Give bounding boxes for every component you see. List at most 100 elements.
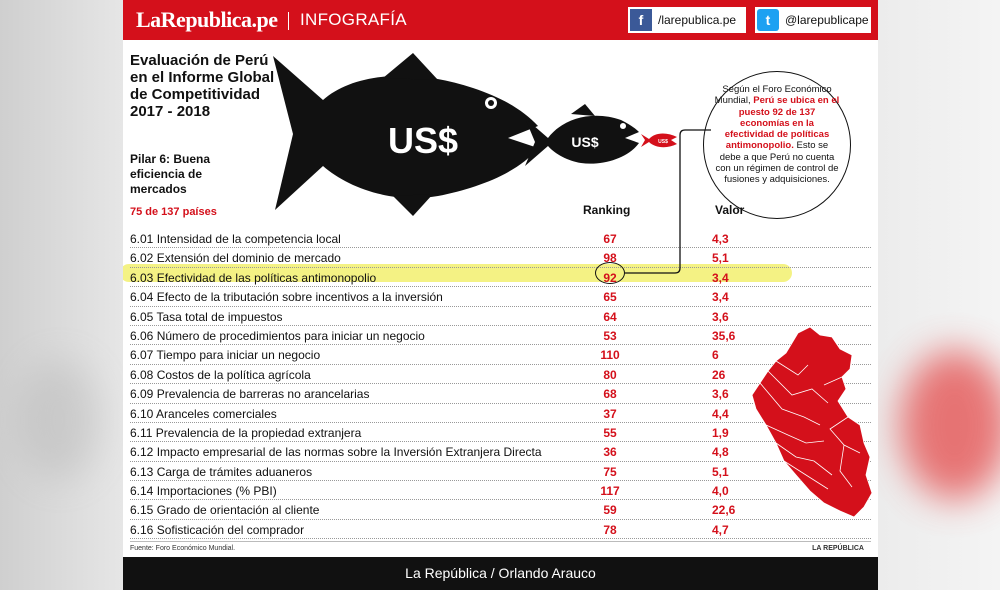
leader-line <box>625 129 711 274</box>
table-row: 6.09 Prevalencia de barreras no arancela… <box>130 384 871 404</box>
callout-highlight: Perú se ubica en el puesto 92 de 137 eco… <box>724 95 840 152</box>
indicator-table: 6.01 Intensidad de la competencia local 6… <box>130 229 871 540</box>
big-fish: US$ <box>273 53 538 216</box>
indicator-label: 6.16 Sofisticación del comprador <box>130 522 305 537</box>
twitter-icon: t <box>757 9 779 31</box>
ranking-value: 78 <box>603 522 617 537</box>
table-row: 6.03 Efectividad de las políticas antimo… <box>130 268 871 288</box>
table-row: 6.15 Grado de orientación al cliente 59 22… <box>130 500 871 520</box>
table-row: 6.06 Número de procedimientos para inici… <box>130 326 871 346</box>
table-row: 6.10 Aranceles comerciales 37 4,4 <box>130 404 871 423</box>
valor-value: 3,4 <box>712 270 729 285</box>
ranking-value: 117 <box>600 484 620 499</box>
ranking-value: 98 <box>603 251 617 266</box>
twitter-handle: @larepublicape <box>785 13 869 27</box>
table-row: 6.01 Intensidad de la competencia local 6… <box>130 229 871 249</box>
table-row: 6.12 Impacto empresarial de las normas s… <box>130 442 871 462</box>
indicator-label: 6.15 Grado de orientación al cliente <box>130 503 320 518</box>
indicator-label: 6.08 Costos de la política agrícola <box>130 367 311 382</box>
ranking-circle <box>595 262 625 284</box>
ranking-value: 65 <box>603 290 617 305</box>
valor-value: 26 <box>712 367 726 382</box>
table-row: 6.02 Extensión del dominio de mercado 98 5… <box>130 248 871 268</box>
valor-value: 4,3 <box>712 232 729 246</box>
ranking-value: 36 <box>603 445 617 460</box>
callout-text: Según el Foro Económico Mundial, <box>714 84 832 107</box>
table-row: 6.05 Tasa total de impuestos 64 3,6 <box>130 307 871 326</box>
infographic-card: LaRepublica.pe INFOGRAFÍA f /larepublica… <box>123 0 878 590</box>
medium-fish-label: US$ <box>571 134 598 150</box>
indicator-label: 6.14 Importaciones (% PBI) <box>130 484 277 499</box>
valor-value: 5,1 <box>712 464 729 479</box>
indicator-label: 6.02 Extensión del dominio de mercado <box>130 251 341 266</box>
table-row: 6.07 Tiempo para iniciar un negocio 110 6 <box>130 345 871 365</box>
ranking-value: 80 <box>603 367 617 382</box>
countries-note: 75 de 137 países <box>130 206 217 218</box>
indicator-label: 6.05 Tasa total de impuestos <box>130 309 283 324</box>
medium-fish: US$ <box>525 104 639 166</box>
table-row: 6.13 Carga de trámites aduaneros 75 5,1 <box>130 462 871 482</box>
ranking-value: 59 <box>603 503 617 518</box>
infographic-title: Evaluación de Perú en el Informe Global … <box>130 52 275 120</box>
indicator-label: 6.01 Intensidad de la competencia local <box>130 232 341 246</box>
brand-small: LA REPÚBLICA <box>812 545 864 552</box>
valor-value: 1,9 <box>712 425 729 440</box>
indicator-label: 6.12 Impacto empresarial de las normas s… <box>130 445 542 460</box>
facebook-icon: f <box>630 9 652 31</box>
background-left <box>0 0 123 590</box>
highlight-band <box>123 264 792 282</box>
ranking-value: 55 <box>603 425 617 440</box>
pillar-heading: Pilar 6: Buena eficiencia de mercados <box>130 152 211 196</box>
valor-value: 3,6 <box>712 387 729 402</box>
valor-value: 4,8 <box>712 445 729 460</box>
peru-map <box>751 326 873 518</box>
small-fish: US$ <box>641 133 677 148</box>
fish-illustration: US$ US$ US$ <box>273 53 677 216</box>
table-row: 6.04 Efecto de la tributación sobre ince… <box>130 287 871 307</box>
indicator-label: 6.09 Prevalencia de barreras no arancela… <box>130 387 370 402</box>
small-fish-label: US$ <box>658 139 668 145</box>
big-fish-label: US$ <box>388 120 458 161</box>
table-row: 6.08 Costos de la política agrícola 80 26 <box>130 365 871 385</box>
valor-value: 4,7 <box>712 522 729 537</box>
ranking-value: 110 <box>600 348 620 363</box>
valor-value: 5,1 <box>712 251 729 266</box>
indicator-label: 6.13 Carga de trámites aduaneros <box>130 464 313 479</box>
indicator-label: 6.07 Tiempo para iniciar un negocio <box>130 348 321 363</box>
section-label[interactable]: INFOGRAFÍA <box>300 10 407 29</box>
facebook-link[interactable]: f /larepublica.pe <box>628 7 746 33</box>
background-right <box>878 0 1000 590</box>
ranking-value: 64 <box>603 309 617 324</box>
ranking-value: 68 <box>603 387 617 402</box>
background-blur <box>900 350 1000 500</box>
table-row: 6.16 Sofisticación del comprador 78 4,7 <box>130 520 871 540</box>
ranking-value: 75 <box>603 464 617 479</box>
valor-value: 4,0 <box>712 484 729 499</box>
facebook-handle: /larepublica.pe <box>658 13 737 27</box>
valor-value: 3,4 <box>712 290 729 305</box>
ranking-value: 37 <box>603 406 617 421</box>
ranking-value: 67 <box>603 232 617 246</box>
indicator-label: 6.03 Efectividad de las políticas antimo… <box>130 270 377 285</box>
top-bar: LaRepublica.pe INFOGRAFÍA f /larepublica… <box>123 0 878 40</box>
background-blur <box>20 360 100 480</box>
valor-value: 22,6 <box>712 503 736 518</box>
column-header-valor: Valor <box>715 203 745 217</box>
credits-footer: La República / Orlando Arauco <box>123 557 878 590</box>
footer-rule <box>130 541 871 542</box>
valor-value: 3,6 <box>712 309 729 324</box>
source-note: Fuente: Foro Económico Mundial. <box>130 545 236 552</box>
callout-bubble: Según el Foro Económico Mundial, Perú se… <box>703 71 851 219</box>
twitter-link[interactable]: t @larepublicape <box>755 7 871 33</box>
indicator-label: 6.06 Número de procedimientos para inici… <box>130 328 425 343</box>
table-row: 6.14 Importaciones (% PBI) 117 4,0 <box>130 481 871 501</box>
valor-value: 6 <box>712 348 719 363</box>
site-logo[interactable]: LaRepublica.pe <box>136 7 278 32</box>
indicator-label: 6.10 Aranceles comerciales <box>130 406 277 421</box>
callout-text-end: Esto se debe a que Perú no cuenta con un… <box>715 140 839 186</box>
valor-value: 4,4 <box>712 406 729 421</box>
table-row: 6.11 Prevalencia de la propiedad extranj… <box>130 423 871 443</box>
ranking-value: 53 <box>603 328 617 343</box>
indicator-label: 6.04 Efecto de la tributación sobre ince… <box>130 290 443 305</box>
divider <box>288 12 289 30</box>
